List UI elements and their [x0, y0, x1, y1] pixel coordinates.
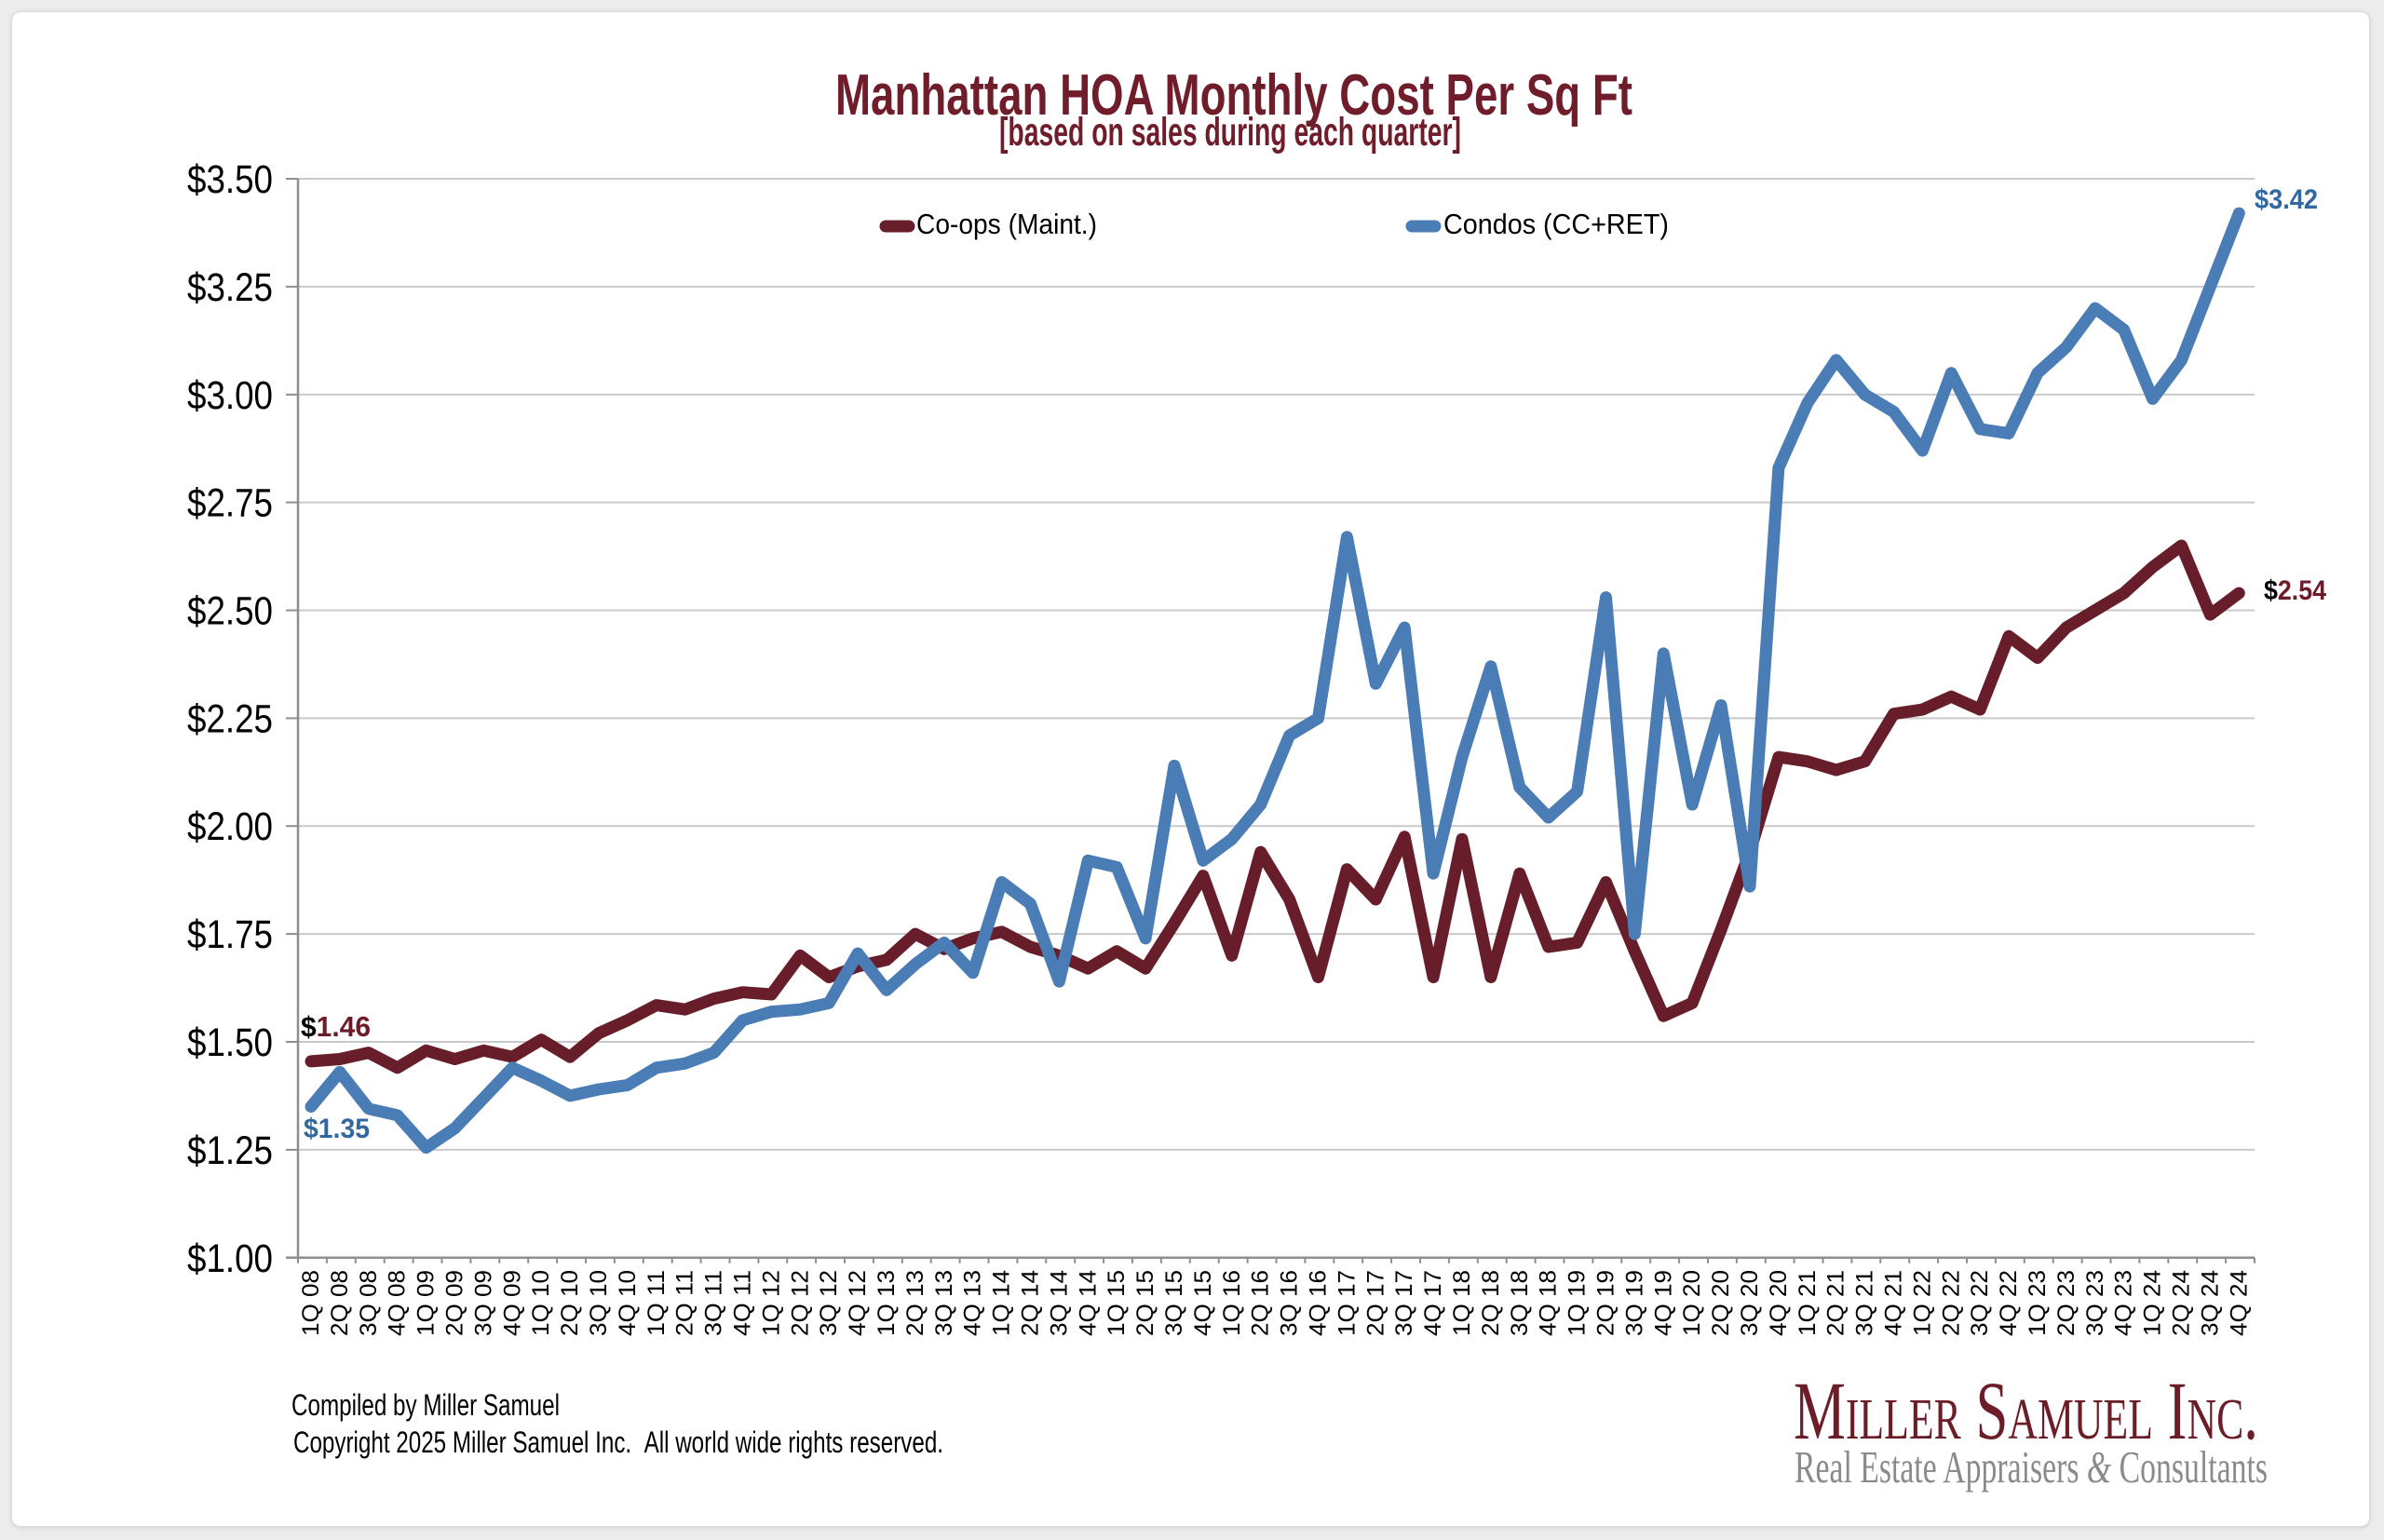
svg-text:1Q 08: 1Q 08: [298, 1270, 324, 1336]
svg-text:4Q 08: 4Q 08: [385, 1270, 411, 1336]
svg-text:4Q 17: 4Q 17: [1420, 1270, 1446, 1336]
svg-text:3Q 08: 3Q 08: [356, 1270, 382, 1336]
svg-text:3Q 19: 3Q 19: [1621, 1270, 1647, 1336]
svg-text:4Q 22: 4Q 22: [1996, 1270, 2022, 1336]
svg-text:1Q 13: 1Q 13: [874, 1270, 900, 1336]
svg-text:2Q 10: 2Q 10: [557, 1270, 583, 1336]
svg-text:1Q 20: 1Q 20: [1679, 1270, 1705, 1336]
svg-text:1Q 17: 1Q 17: [1334, 1270, 1360, 1336]
svg-text:4Q 19: 4Q 19: [1650, 1270, 1676, 1336]
svg-text:2Q 20: 2Q 20: [1708, 1270, 1734, 1336]
svg-text:1Q 15: 1Q 15: [1104, 1270, 1130, 1336]
svg-text:$2.25: $2.25: [187, 696, 273, 741]
svg-text:Co-ops (Maint.): Co-ops (Maint.): [916, 208, 1097, 240]
svg-text:2Q 16: 2Q 16: [1248, 1270, 1274, 1336]
svg-text:3Q 14: 3Q 14: [1046, 1270, 1072, 1336]
svg-text:$1.00: $1.00: [187, 1236, 273, 1281]
svg-text:3Q 20: 3Q 20: [1737, 1270, 1763, 1336]
svg-text:Real Estate Appraisers & Consu: Real Estate Appraisers & Consultants: [1795, 1441, 2268, 1493]
svg-text:4Q 18: 4Q 18: [1536, 1270, 1562, 1336]
svg-text:$2.75: $2.75: [187, 481, 273, 526]
svg-text:4Q 20: 4Q 20: [1766, 1270, 1792, 1336]
svg-text:3Q 21: 3Q 21: [1852, 1270, 1878, 1336]
svg-text:2Q 22: 2Q 22: [1938, 1270, 1964, 1336]
svg-text:$2.50: $2.50: [187, 589, 273, 634]
svg-text:4Q 13: 4Q 13: [960, 1270, 986, 1336]
svg-text:4Q 16: 4Q 16: [1306, 1270, 1332, 1336]
svg-text:4Q 12: 4Q 12: [845, 1270, 871, 1336]
svg-text:Manhattan HOA Monthly Cost Per: Manhattan HOA Monthly Cost Per Sq Ft: [835, 63, 1632, 128]
svg-text:$3.42: $3.42: [2255, 184, 2318, 215]
svg-text:3Q 12: 3Q 12: [816, 1270, 842, 1336]
svg-text:4Q 21: 4Q 21: [1881, 1270, 1907, 1336]
svg-text:$2.00: $2.00: [187, 804, 273, 849]
svg-text:3Q 23: 3Q 23: [2082, 1270, 2108, 1336]
svg-text:4Q 23: 4Q 23: [2111, 1270, 2137, 1336]
svg-text:3Q 24: 3Q 24: [2197, 1270, 2223, 1336]
svg-text:2Q 12: 2Q 12: [787, 1270, 813, 1336]
svg-text:4Q 14: 4Q 14: [1075, 1270, 1101, 1336]
svg-text:4Q 09: 4Q 09: [499, 1270, 525, 1336]
svg-text:2Q 11: 2Q 11: [672, 1270, 698, 1336]
svg-text:$3.50: $3.50: [187, 157, 273, 202]
svg-text:3Q 22: 3Q 22: [1967, 1270, 1993, 1336]
svg-text:Miller Samuel Inc.: Miller Samuel Inc.: [1794, 1366, 2258, 1457]
svg-text:$3.00: $3.00: [187, 373, 273, 418]
svg-text:2Q 09: 2Q 09: [442, 1270, 468, 1336]
svg-text:3Q 17: 3Q 17: [1391, 1270, 1417, 1336]
svg-text:4Q 11: 4Q 11: [730, 1270, 756, 1336]
svg-text:1Q 14: 1Q 14: [989, 1270, 1015, 1336]
svg-text:3Q 10: 3Q 10: [586, 1270, 612, 1336]
svg-text:2Q 13: 2Q 13: [902, 1270, 928, 1336]
svg-text:1Q 19: 1Q 19: [1564, 1270, 1591, 1336]
svg-text:1Q 12: 1Q 12: [758, 1270, 784, 1336]
svg-text:$1.50: $1.50: [187, 1020, 273, 1065]
svg-text:Compiled by Miller Samuel: Compiled by Miller Samuel: [291, 1388, 560, 1422]
svg-text:$2.54: $2.54: [2264, 575, 2326, 606]
svg-text:2Q 14: 2Q 14: [1018, 1270, 1044, 1336]
svg-text:Copyright 2025 Miller Samuel I: Copyright 2025 Miller Samuel Inc. All wo…: [293, 1425, 943, 1459]
svg-text:4Q 10: 4Q 10: [615, 1270, 641, 1336]
svg-text:1Q 11: 1Q 11: [643, 1270, 670, 1336]
svg-text:1Q 21: 1Q 21: [1795, 1270, 1821, 1336]
svg-text:4Q 15: 4Q 15: [1190, 1270, 1216, 1336]
svg-text:1Q 23: 1Q 23: [2025, 1270, 2051, 1336]
svg-text:1Q 09: 1Q 09: [413, 1270, 440, 1336]
svg-text:2Q 19: 2Q 19: [1593, 1270, 1619, 1336]
svg-text:4Q 24: 4Q 24: [2226, 1270, 2252, 1336]
svg-text:3Q 09: 3Q 09: [470, 1270, 496, 1336]
svg-text:2Q 18: 2Q 18: [1478, 1270, 1504, 1336]
svg-text:1Q 18: 1Q 18: [1449, 1270, 1475, 1336]
svg-text:2Q 15: 2Q 15: [1132, 1270, 1158, 1336]
svg-text:2Q 08: 2Q 08: [327, 1270, 353, 1336]
svg-text:3Q 15: 3Q 15: [1161, 1270, 1187, 1336]
svg-text:$1.35: $1.35: [304, 1114, 370, 1144]
svg-text:$3.25: $3.25: [187, 265, 273, 310]
svg-text:$1.46: $1.46: [301, 1010, 371, 1043]
svg-text:1Q 22: 1Q 22: [1909, 1270, 1935, 1336]
svg-text:$1.25: $1.25: [187, 1128, 273, 1173]
svg-text:1Q 10: 1Q 10: [528, 1270, 554, 1336]
svg-text:3Q 16: 3Q 16: [1277, 1270, 1303, 1336]
svg-text:2Q 21: 2Q 21: [1823, 1270, 1849, 1336]
svg-text:2Q 24: 2Q 24: [2169, 1270, 2195, 1336]
svg-text:1Q 24: 1Q 24: [2140, 1270, 2166, 1336]
svg-text:1Q 16: 1Q 16: [1219, 1270, 1245, 1336]
svg-text:2Q 23: 2Q 23: [2053, 1270, 2079, 1336]
svg-text:3Q 13: 3Q 13: [931, 1270, 957, 1336]
svg-text:3Q 11: 3Q 11: [701, 1270, 727, 1336]
svg-text:3Q 18: 3Q 18: [1507, 1270, 1533, 1336]
svg-text:Condos (CC+RET): Condos (CC+RET): [1443, 208, 1669, 240]
svg-text:2Q 17: 2Q 17: [1362, 1270, 1388, 1336]
svg-text:[based on sales during each qu: [based on sales during each quarter]: [999, 110, 1461, 155]
svg-text:$1.75: $1.75: [187, 912, 273, 957]
